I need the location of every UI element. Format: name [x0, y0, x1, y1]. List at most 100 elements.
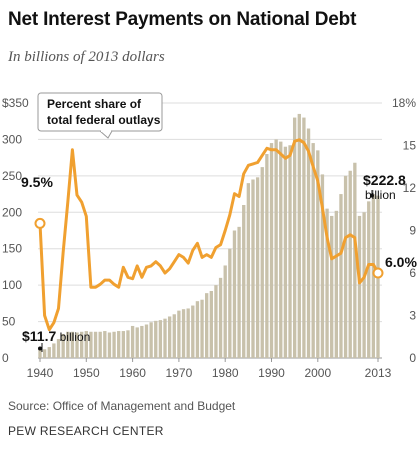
bar-1960	[130, 325, 135, 358]
bar-1966	[158, 320, 163, 358]
bar-1945	[61, 333, 65, 358]
bar-2002	[325, 208, 329, 358]
bar-2010	[362, 212, 366, 358]
bar-1975	[200, 299, 204, 358]
right-tick-4: 6	[409, 266, 416, 280]
start-pct-label: 9.5%	[21, 174, 53, 190]
bar-1956	[112, 331, 116, 358]
right-tick-2: 12	[403, 181, 417, 195]
bar-1967	[163, 318, 167, 358]
bar-1964	[149, 322, 153, 358]
bar-1969	[172, 314, 176, 358]
end-pct-marker	[372, 267, 384, 279]
bar-1958	[121, 331, 126, 358]
start-value: $11.7	[22, 328, 56, 344]
bar-1946	[66, 331, 70, 358]
bar-1985	[246, 183, 251, 358]
bar-1943	[52, 343, 56, 358]
bar-1949	[80, 331, 84, 358]
source-note: Source: Office of Management and Budget	[8, 399, 236, 413]
x-tick-6: 2000	[304, 366, 331, 380]
start-value-label: $11.7 billion	[22, 328, 90, 344]
bar-1974	[195, 301, 200, 358]
right-tick-6: 0	[409, 351, 416, 365]
start-value-marker	[38, 346, 42, 351]
left-tick-2: 250	[2, 169, 22, 183]
bar-1988	[260, 167, 264, 358]
bar-2000	[316, 150, 320, 358]
bar-1976	[205, 293, 209, 358]
bar-2005	[339, 194, 343, 358]
bar-1982	[232, 230, 237, 358]
bar-2006	[343, 175, 348, 358]
bar-1992	[279, 141, 283, 358]
bar-1987	[255, 177, 260, 358]
bar-2011	[367, 201, 371, 358]
right-tick-0: 18%	[392, 96, 416, 110]
right-axis-ticks: 18% 15 12 9 6 3 0	[392, 96, 416, 365]
left-tick-3: 200	[2, 205, 22, 219]
x-tick-3: 1970	[166, 366, 193, 380]
bar-2004	[334, 210, 338, 358]
bar-1971	[181, 309, 186, 358]
left-tick-1: 300	[2, 132, 22, 146]
x-tick-7: 2013	[365, 366, 392, 380]
bar-1999	[311, 143, 315, 358]
bar-1957	[117, 331, 121, 358]
bar-1984	[242, 205, 246, 358]
percent-line	[38, 138, 380, 332]
bar-1998	[306, 128, 311, 358]
left-axis-ticks: $350 300 250 200 150 100 50 0	[2, 96, 29, 365]
bar-1990	[269, 143, 274, 358]
callout-box: Percent share of total federal outlays	[37, 92, 163, 139]
callout-line-2: total federal outlays	[47, 113, 161, 127]
bar-1972	[186, 308, 190, 358]
end-pct-label: 6.0%	[385, 254, 417, 270]
bar-1961	[135, 327, 139, 358]
bar-1942	[47, 347, 51, 358]
right-tick-5: 3	[409, 309, 416, 323]
bar-series	[38, 113, 380, 358]
bar-1954	[103, 331, 107, 358]
start-value-unit: billion	[56, 330, 90, 344]
bar-1952	[93, 331, 98, 358]
bar-1948	[75, 332, 79, 358]
bar-1997	[302, 117, 306, 358]
bar-1995	[292, 117, 297, 358]
bar-2012	[371, 194, 376, 358]
bar-1944	[56, 339, 61, 358]
bar-2008	[353, 162, 357, 358]
bar-1940	[38, 349, 42, 358]
bar-1979	[218, 277, 223, 358]
bar-1941	[42, 349, 47, 358]
bar-1989	[265, 154, 269, 358]
bar-1983	[237, 226, 241, 358]
left-tick-5: 100	[2, 278, 22, 292]
bar-1953	[98, 331, 102, 358]
organization-name: PEW RESEARCH CENTER	[8, 424, 164, 438]
right-tick-3: 9	[409, 224, 416, 238]
bar-1968	[167, 316, 172, 358]
bar-1994	[288, 145, 292, 358]
bar-1955	[107, 332, 112, 358]
bar-1970	[177, 310, 181, 358]
bar-1962	[140, 325, 144, 358]
bar-1959	[126, 330, 130, 358]
left-tick-0: $350	[2, 96, 29, 110]
chart-title: Net Interest Payments on National Debt	[8, 9, 357, 30]
x-tick-0: 1940	[27, 366, 54, 380]
x-tick-2: 1960	[119, 366, 146, 380]
right-tick-1: 15	[403, 139, 417, 153]
bar-1978	[214, 285, 218, 358]
bar-1996	[297, 113, 301, 358]
callout-line-1: Percent share of	[47, 97, 142, 111]
bar-1991	[274, 139, 278, 358]
bar-1980	[223, 265, 227, 358]
left-tick-4: 150	[2, 242, 22, 256]
x-tick-1: 1950	[73, 366, 100, 380]
x-tick-4: 1980	[212, 366, 239, 380]
bar-1981	[228, 248, 232, 358]
start-pct-marker	[34, 217, 46, 229]
bar-2007	[348, 170, 352, 358]
bar-1986	[251, 179, 255, 358]
